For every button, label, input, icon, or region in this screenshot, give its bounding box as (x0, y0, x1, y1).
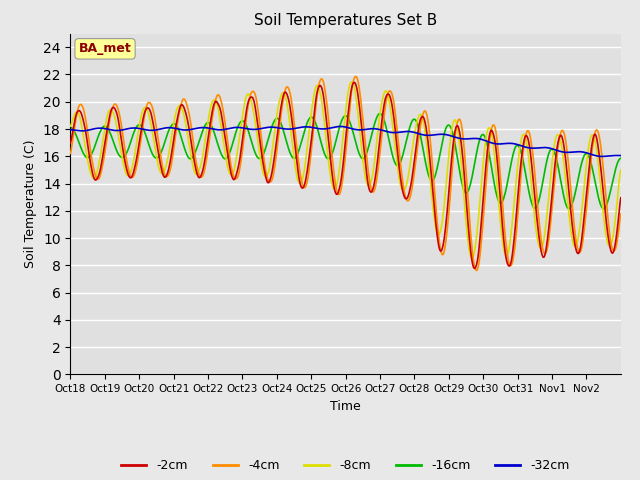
Line: -2cm: -2cm (70, 83, 621, 268)
-8cm (280, 91, 288, 96)
-4cm (232, 176, 240, 181)
-4cm (260, 152, 268, 158)
-16cm (67, 124, 74, 130)
-32cm (67, 127, 74, 132)
-32cm (403, 129, 411, 134)
-16cm (280, 131, 288, 136)
-2cm (232, 172, 240, 178)
Text: BA_met: BA_met (79, 42, 131, 55)
-2cm (434, 237, 442, 243)
-8cm (67, 123, 74, 129)
-16cm (434, 162, 442, 168)
-32cm (232, 124, 240, 130)
Line: -4cm: -4cm (70, 76, 621, 270)
-4cm (403, 198, 411, 204)
-8cm (131, 150, 139, 156)
-8cm (348, 79, 356, 85)
-8cm (468, 255, 476, 261)
-32cm (131, 125, 139, 131)
-32cm (280, 126, 288, 132)
-8cm (617, 167, 625, 173)
-2cm (131, 163, 139, 169)
Line: -16cm: -16cm (70, 113, 621, 209)
-32cm (337, 123, 344, 129)
-2cm (617, 195, 625, 201)
-8cm (260, 171, 268, 177)
-4cm (280, 91, 288, 97)
-4cm (352, 73, 360, 79)
-4cm (617, 211, 625, 217)
-2cm (280, 90, 288, 96)
-8cm (232, 156, 240, 162)
-2cm (260, 163, 268, 168)
-4cm (434, 225, 442, 231)
-2cm (470, 265, 478, 271)
-2cm (403, 195, 411, 201)
-32cm (260, 125, 268, 131)
-16cm (131, 127, 139, 132)
-16cm (403, 135, 411, 141)
-4cm (473, 267, 481, 273)
-16cm (260, 151, 268, 157)
-16cm (565, 206, 573, 212)
-32cm (617, 153, 625, 158)
-8cm (403, 180, 411, 186)
-16cm (617, 156, 625, 161)
Legend: -2cm, -4cm, -8cm, -16cm, -32cm: -2cm, -4cm, -8cm, -16cm, -32cm (116, 454, 575, 477)
X-axis label: Time: Time (330, 400, 361, 413)
-2cm (67, 140, 74, 146)
Title: Soil Temperatures Set B: Soil Temperatures Set B (254, 13, 437, 28)
-16cm (376, 110, 383, 116)
-32cm (434, 132, 442, 137)
Line: -32cm: -32cm (70, 126, 621, 156)
-2cm (351, 80, 358, 85)
-16cm (232, 129, 240, 134)
-4cm (131, 170, 139, 176)
-4cm (67, 151, 74, 156)
Line: -8cm: -8cm (70, 82, 621, 258)
-32cm (598, 154, 606, 159)
-8cm (434, 231, 442, 237)
Y-axis label: Soil Temperature (C): Soil Temperature (C) (24, 140, 37, 268)
